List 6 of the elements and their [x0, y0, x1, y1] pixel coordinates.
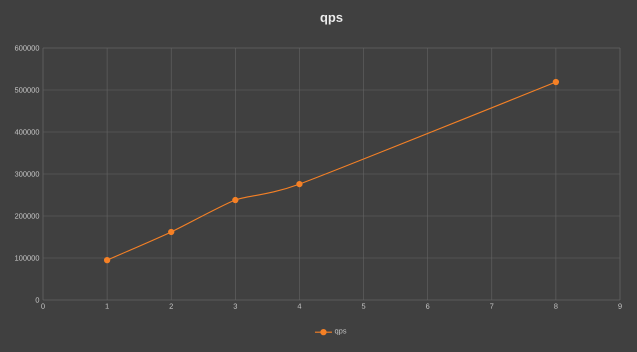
point [232, 196, 238, 204]
point [552, 78, 560, 86]
chart-title: qps [320, 14, 342, 24]
point [104, 256, 110, 264]
point [168, 228, 174, 236]
point [296, 180, 303, 188]
